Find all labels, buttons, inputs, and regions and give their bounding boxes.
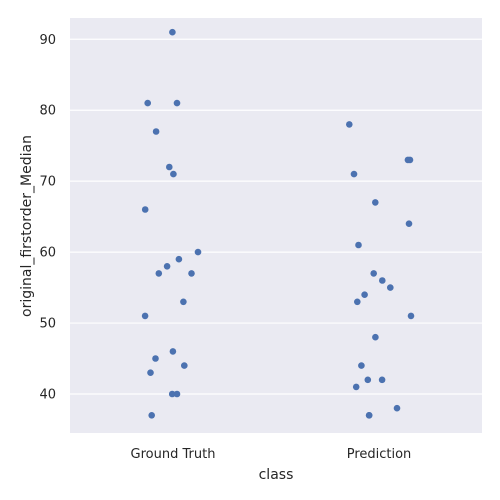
data-point — [361, 291, 368, 299]
data-point — [407, 312, 415, 320]
data-point — [393, 404, 401, 412]
data-point — [152, 128, 160, 135]
data-point — [147, 369, 154, 377]
y-tick-label: 80 — [39, 104, 56, 119]
data-point — [372, 333, 379, 341]
data-point — [169, 348, 177, 355]
data-point — [358, 362, 365, 369]
data-point — [188, 270, 195, 277]
x-tick-label: Prediction — [347, 447, 412, 462]
data-point — [372, 199, 379, 206]
x-tick-labels: Ground Truth Prediction — [131, 447, 412, 462]
data-point — [350, 170, 358, 178]
data-point — [168, 390, 176, 398]
data-point — [175, 255, 183, 263]
data-point — [405, 220, 413, 227]
data-point — [346, 121, 353, 128]
data-point — [148, 412, 155, 419]
data-point — [152, 355, 159, 362]
data-point — [406, 156, 414, 164]
data-point — [173, 390, 181, 398]
data-point — [352, 383, 360, 391]
data-point — [166, 163, 173, 171]
data-point — [354, 298, 361, 306]
y-tick-label: 50 — [39, 317, 56, 332]
data-point — [365, 412, 373, 419]
data-point — [163, 263, 171, 270]
data-point — [387, 284, 394, 291]
data-point — [141, 206, 149, 213]
data-points — [141, 28, 415, 419]
data-point — [378, 376, 386, 384]
data-point — [169, 28, 176, 36]
data-point — [379, 277, 386, 284]
y-tick-label: 60 — [39, 246, 56, 261]
y-tick-label: 90 — [39, 33, 56, 48]
data-point — [364, 376, 372, 384]
data-point — [155, 270, 163, 277]
data-point — [141, 312, 149, 320]
data-point — [170, 170, 177, 178]
data-point — [144, 99, 151, 107]
x-axis-label: class — [259, 467, 294, 483]
plot-background — [70, 18, 482, 433]
y-tick-labels: 40 50 60 70 80 90 — [39, 33, 56, 403]
grid-lines — [70, 38, 482, 395]
y-tick-label: 40 — [39, 387, 56, 402]
x-tick-label: Ground Truth — [131, 447, 216, 462]
y-tick-label: 70 — [39, 175, 56, 190]
data-point — [355, 241, 362, 249]
data-point — [180, 298, 187, 306]
data-point — [194, 248, 202, 256]
y-axis-label: original_firstorder_Median — [19, 135, 35, 317]
data-point — [173, 99, 181, 107]
data-point — [181, 362, 188, 369]
data-point — [370, 270, 378, 277]
